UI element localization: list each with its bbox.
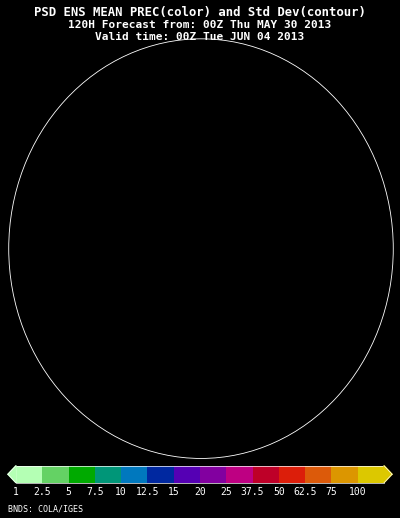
Bar [148, 466, 174, 483]
Ellipse shape [9, 39, 393, 458]
Text: 7.5: 7.5 [86, 487, 104, 497]
Text: 12.5: 12.5 [136, 487, 159, 497]
Text: 37.5: 37.5 [241, 487, 264, 497]
Bar [121, 466, 148, 483]
Bar [358, 466, 384, 483]
Text: BNDS: COLA/IGES: BNDS: COLA/IGES [8, 505, 83, 514]
Bar [252, 466, 279, 483]
Text: 100: 100 [349, 487, 366, 497]
Text: 1: 1 [13, 487, 19, 497]
Bar [42, 466, 68, 483]
Polygon shape [384, 466, 392, 483]
Bar [68, 466, 95, 483]
Bar [16, 466, 42, 483]
Text: PSD ENS MEAN PREC(color) and Std Dev(contour): PSD ENS MEAN PREC(color) and Std Dev(con… [34, 6, 366, 20]
Bar [95, 466, 121, 483]
Text: 120H Forecast from: 00Z Thu MAY 30 2013: 120H Forecast from: 00Z Thu MAY 30 2013 [68, 20, 332, 30]
Text: 25: 25 [220, 487, 232, 497]
Text: 20: 20 [194, 487, 206, 497]
Text: 75: 75 [326, 487, 337, 497]
Text: Valid time: 00Z Tue JUN 04 2013: Valid time: 00Z Tue JUN 04 2013 [95, 32, 305, 42]
Text: 50: 50 [273, 487, 285, 497]
Text: 62.5: 62.5 [293, 487, 317, 497]
Bar [305, 466, 332, 483]
Polygon shape [8, 466, 16, 483]
Text: 2.5: 2.5 [34, 487, 51, 497]
Bar [174, 466, 200, 483]
Bar [226, 466, 252, 483]
Text: 15: 15 [168, 487, 180, 497]
Text: 10: 10 [115, 487, 127, 497]
Text: 5: 5 [66, 487, 72, 497]
Bar [279, 466, 305, 483]
Bar [200, 466, 226, 483]
Bar [332, 466, 358, 483]
